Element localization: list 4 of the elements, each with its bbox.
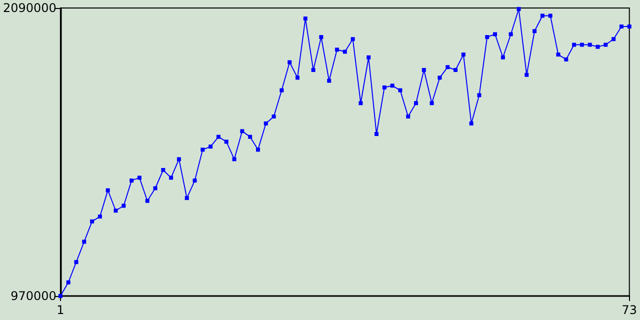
y-tick-label: 970000: [10, 289, 56, 303]
y-tick-label: 2090000: [2, 1, 56, 15]
x-tick-label: 73: [622, 303, 638, 317]
x-tick-label: 1: [56, 303, 64, 317]
